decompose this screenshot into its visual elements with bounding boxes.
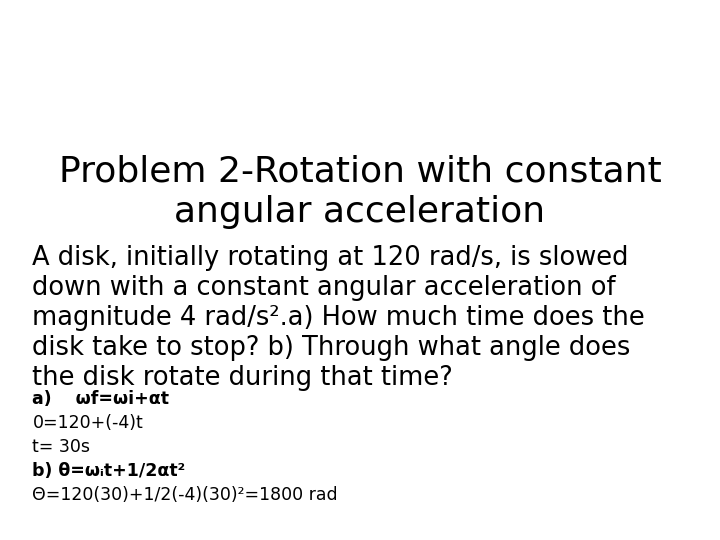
Text: Problem 2-Rotation with constant: Problem 2-Rotation with constant — [58, 155, 662, 189]
Text: magnitude 4 rad/s².a) How much time does the: magnitude 4 rad/s².a) How much time does… — [32, 305, 645, 331]
Text: Θ=120(30)+1/2(-4)(30)²=1800 rad: Θ=120(30)+1/2(-4)(30)²=1800 rad — [32, 486, 338, 504]
Text: angular acceleration: angular acceleration — [174, 195, 546, 229]
Text: 0=120+(-4)t: 0=120+(-4)t — [32, 414, 143, 432]
Text: b) θ=ωᵢt+1/2αt²: b) θ=ωᵢt+1/2αt² — [32, 462, 186, 480]
Text: a)    ωf=ωi+αt: a) ωf=ωi+αt — [32, 390, 169, 408]
Text: the disk rotate during that time?: the disk rotate during that time? — [32, 365, 453, 391]
Text: disk take to stop? b) Through what angle does: disk take to stop? b) Through what angle… — [32, 335, 631, 361]
Text: A disk, initially rotating at 120 rad/s, is slowed: A disk, initially rotating at 120 rad/s,… — [32, 245, 629, 271]
Text: down with a constant angular acceleration of: down with a constant angular acceleratio… — [32, 275, 616, 301]
Text: t= 30s: t= 30s — [32, 438, 91, 456]
